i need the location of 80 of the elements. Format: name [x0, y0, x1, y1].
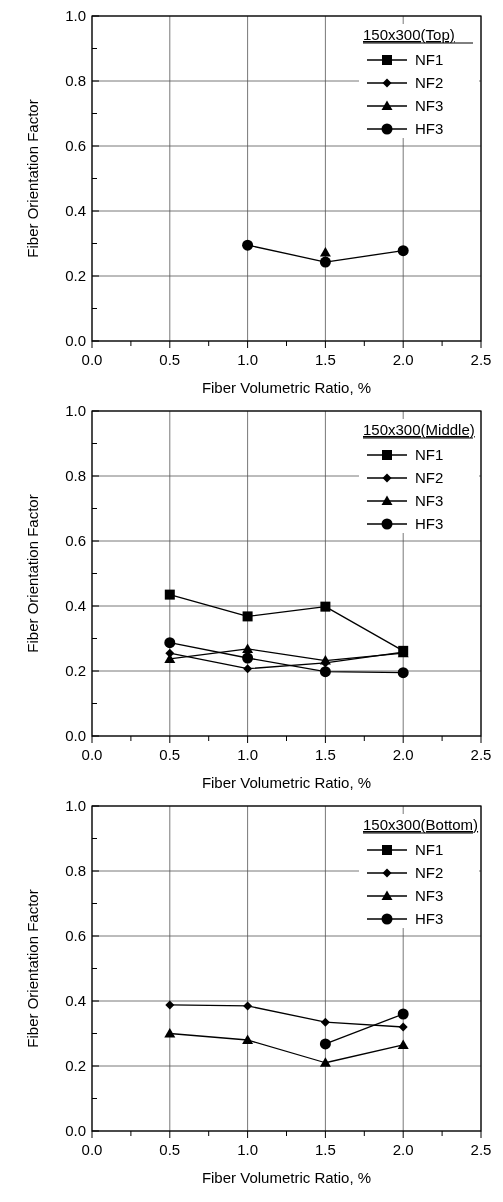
y-tick-label: 1.0 — [65, 797, 86, 814]
x-tick-label: 2.0 — [392, 746, 414, 763]
legend-label: HF3 — [415, 515, 444, 532]
legend-label: HF3 — [415, 120, 444, 137]
x-tick-label: 1.5 — [314, 746, 336, 763]
point — [319, 1057, 331, 1067]
y-tick-label: 0.6 — [65, 137, 86, 154]
y-tick-label: 1.0 — [65, 402, 86, 419]
legend-label: NF2 — [415, 74, 444, 91]
x-tick-label: 1.0 — [237, 746, 259, 763]
y-tick-label: 0.0 — [65, 727, 86, 744]
x-tick-label: 0.0 — [81, 746, 103, 763]
point — [243, 664, 253, 674]
point — [319, 1038, 331, 1050]
point — [242, 239, 254, 251]
point — [242, 643, 254, 653]
point — [242, 652, 254, 664]
point — [164, 1028, 176, 1038]
y-tick-label: 0.8 — [65, 467, 86, 484]
legend-label: NF2 — [415, 864, 444, 881]
point — [319, 247, 331, 257]
legend-label: HF3 — [415, 910, 444, 927]
x-tick-label: 1.0 — [237, 1141, 259, 1158]
legend-label: NF3 — [415, 97, 444, 114]
x-tick-label: 2.5 — [470, 351, 492, 368]
x-tick-label: 2.0 — [392, 1141, 414, 1158]
x-tick-label: 2.5 — [470, 746, 492, 763]
legend-label: NF1 — [415, 51, 444, 68]
x-tick-label: 1.0 — [237, 351, 259, 368]
x-tick-label: 1.5 — [314, 1141, 336, 1158]
x-tick-label: 1.5 — [314, 351, 336, 368]
point — [242, 611, 253, 622]
point — [398, 1022, 408, 1032]
y-axis-title: Fiber Orientation Factor — [24, 494, 41, 653]
y-tick-label: 0.4 — [65, 597, 86, 614]
y-tick-label: 0.2 — [65, 267, 86, 284]
point — [397, 667, 409, 679]
y-tick-label: 0.4 — [65, 992, 86, 1009]
legend-label: NF1 — [415, 446, 444, 463]
x-tick-label: 0.5 — [159, 1141, 181, 1158]
point — [165, 1000, 175, 1010]
legend-label: NF2 — [415, 469, 444, 486]
y-tick-label: 0.8 — [65, 862, 86, 879]
legend-label: NF1 — [415, 841, 444, 858]
x-tick-label: 0.0 — [81, 1141, 103, 1158]
legend-title: 150x300(Middle) — [363, 421, 475, 438]
x-tick-label: 2.0 — [392, 351, 414, 368]
x-tick-label: 2.5 — [470, 1141, 492, 1158]
x-tick-label: 0.5 — [159, 351, 181, 368]
y-tick-label: 0.6 — [65, 927, 86, 944]
x-axis-title: Fiber Volumetric Ratio, % — [201, 1169, 372, 1186]
y-tick-label: 1.0 — [65, 7, 86, 24]
legend-title: 150x300(Bottom) — [363, 816, 479, 833]
x-axis-title: Fiber Volumetric Ratio, % — [201, 379, 372, 396]
y-tick-label: 0.8 — [65, 72, 86, 89]
point — [320, 1017, 330, 1027]
point — [164, 637, 176, 649]
x-axis-title: Fiber Volumetric Ratio, % — [201, 774, 372, 791]
point — [164, 589, 175, 600]
point — [319, 666, 331, 678]
point — [243, 1001, 253, 1011]
y-axis-title: Fiber Orientation Factor — [24, 99, 41, 258]
point — [397, 1039, 409, 1049]
point — [242, 1034, 254, 1044]
y-tick-label: 0.0 — [65, 1122, 86, 1139]
legend-label: NF3 — [415, 492, 444, 509]
legend-title: 150x300(Top) — [363, 26, 455, 43]
y-tick-label: 0.6 — [65, 532, 86, 549]
x-tick-label: 0.0 — [81, 351, 103, 368]
y-axis-title: Fiber Orientation Factor — [24, 889, 41, 1048]
point — [397, 245, 409, 257]
point — [397, 1008, 409, 1020]
point — [319, 256, 331, 268]
point — [320, 601, 331, 612]
y-tick-label: 0.2 — [65, 662, 86, 679]
y-tick-label: 0.0 — [65, 332, 86, 349]
x-tick-label: 0.5 — [159, 746, 181, 763]
y-tick-label: 0.4 — [65, 202, 86, 219]
y-tick-label: 0.2 — [65, 1057, 86, 1074]
legend-label: NF3 — [415, 887, 444, 904]
